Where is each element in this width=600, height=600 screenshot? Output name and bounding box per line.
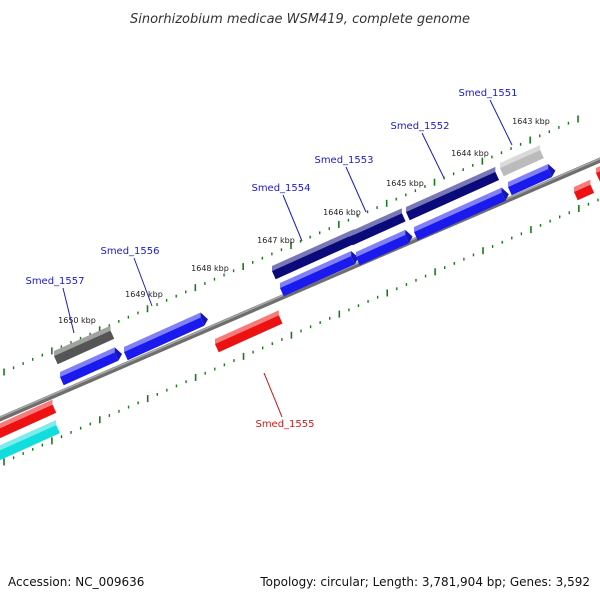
gene-labels: Smed_1557 Smed_1556 Smed_1554 Smed_1553 Smed…: [25, 88, 517, 430]
gene-feature-red: [596, 166, 600, 182]
kbp-tick-label: 1643 kbp: [512, 117, 550, 126]
gene-label-leader: [345, 166, 367, 213]
gene-feature-navy: [349, 208, 406, 246]
gene-feature-lightgray: [500, 144, 544, 177]
kbp-tick-label: 1647 kbp: [257, 236, 295, 245]
gene-feature-cyan: [0, 419, 60, 461]
gene-label-leader: [282, 194, 303, 242]
gene-feature-blue: [60, 347, 123, 386]
kbp-tick-label: 1644 kbp: [451, 149, 489, 158]
genome-summary-text: Topology: circular; Length: 3,781,904 bp…: [259, 575, 590, 589]
gene-label-leader: [133, 257, 153, 307]
gene-label[interactable]: Smed_1553: [314, 155, 373, 166]
gene-label[interactable]: Smed_1556: [100, 246, 159, 257]
gene-label-leader: [62, 287, 75, 334]
gene-feature-gray: [54, 325, 115, 365]
gene-label[interactable]: Smed_1557: [25, 276, 84, 287]
accession-text: Accession: NC_009636: [8, 575, 144, 589]
kbp-tick-label: 1646 kbp: [323, 208, 361, 217]
gene-label[interactable]: Smed_1555: [255, 419, 314, 430]
gene-feature-navy: [406, 166, 500, 221]
gene-label[interactable]: Smed_1551: [458, 88, 517, 99]
gene-feature-red: [0, 399, 57, 439]
kbp-tick-label: 1648 kbp: [191, 264, 229, 273]
gene-feature-red: [574, 179, 595, 201]
outer-tick-track: [3, 115, 579, 376]
gene-track: [0, 144, 600, 461]
kbp-tick-label: 1645 kbp: [386, 179, 424, 188]
inner-tick-track: [3, 198, 599, 466]
gene-feature-blue: [124, 312, 208, 361]
gene-feature-blue: [280, 251, 359, 297]
gene-label-leader: [489, 99, 513, 146]
kbp-tick-label: 1649 kbp: [125, 290, 163, 299]
kbp-scale: 1650 kbp 1649 kbp 1648 kbp 1647 kbp 1646 kbp…: [58, 117, 550, 325]
gene-feature-blue: [356, 229, 413, 266]
gene-label-leader: [421, 132, 445, 179]
gene-label[interactable]: Smed_1554: [251, 183, 310, 194]
gene-feature-navy: [272, 229, 358, 280]
gene-feature-red: [215, 310, 283, 353]
gene-label[interactable]: Smed_1552: [390, 121, 449, 132]
map-title: Sinorhizobium medicae WSM419, complete g…: [130, 12, 470, 27]
gene-label-leader: [263, 372, 283, 418]
gene-feature-blue: [508, 163, 556, 196]
kbp-tick-label: 1650 kbp: [58, 316, 96, 325]
genome-backbone: [0, 157, 600, 422]
gene-feature-blue: [414, 187, 509, 241]
